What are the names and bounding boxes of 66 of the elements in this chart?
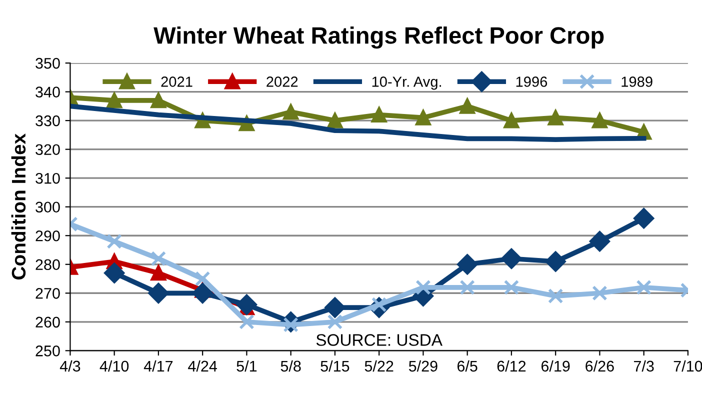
legend-label: 10-Yr. Avg. [372,76,441,90]
x-tick-label: 5/15 [320,360,350,372]
x-tick-label: 4/24 [188,360,217,372]
point [416,280,431,296]
point [150,265,166,281]
x-tick-label: 7/10 [674,360,702,372]
point [548,110,564,126]
y-tick-label: 270 [36,288,60,299]
point [548,288,564,304]
point [545,251,566,272]
x-tick-label: 6/12 [497,360,526,372]
point [327,112,343,128]
y-tick-label: 310 [36,172,60,184]
point [106,234,122,250]
x-tick-label: 5/22 [364,360,394,372]
x-tick-label: 5/29 [408,360,438,372]
x-tick-label: 5/1 [236,360,257,372]
point [192,282,213,304]
y-tick-label: 250 [36,346,60,356]
y-tick-label: 290 [36,230,60,242]
point [589,231,610,252]
point [460,98,475,114]
point [592,112,608,128]
y-tick-label: 300 [36,202,60,213]
point [106,92,122,108]
point [634,208,654,229]
point [327,314,343,330]
legend-label: 1989 [622,76,652,87]
chart-title: Winter Wheat Ratings Reflect Poor Crop [154,26,604,49]
point [239,314,254,330]
point [236,294,257,315]
y-tick-label: 330 [36,115,60,126]
point [457,254,478,275]
point [504,112,520,128]
point [501,248,522,269]
x-tick-label: 7/3 [634,360,654,372]
y-tick-label: 340 [36,86,60,98]
y-tick-label: 320 [36,144,60,156]
point [416,110,431,126]
y-tick-label: 280 [36,259,60,270]
legend-label: 2021 [161,76,192,87]
point [150,92,166,108]
y-tick-label: 260 [36,316,60,328]
y-tick-label: 350 [36,58,60,69]
point [460,280,475,296]
point [504,280,520,296]
x-tick-label: 4/3 [60,360,80,372]
point [150,250,166,266]
point [194,271,210,286]
point [371,107,387,122]
x-tick-label: 6/26 [586,360,614,372]
y-axis-title: Condition Index [11,134,26,280]
point [324,297,346,318]
x-tick-label: 6/19 [541,360,570,372]
point [148,282,169,304]
annotation: SOURCE: USDA [316,334,442,346]
point [636,280,652,296]
legend-label: 2022 [266,76,298,87]
point [592,285,608,301]
x-tick-label: 4/17 [144,360,173,372]
legend-label: 1996 [516,76,548,87]
point [283,104,298,120]
point [104,262,125,284]
x-tick-label: 5/8 [280,360,301,372]
x-tick-label: 4/10 [100,360,129,372]
x-tick-label: 6/5 [457,360,478,372]
